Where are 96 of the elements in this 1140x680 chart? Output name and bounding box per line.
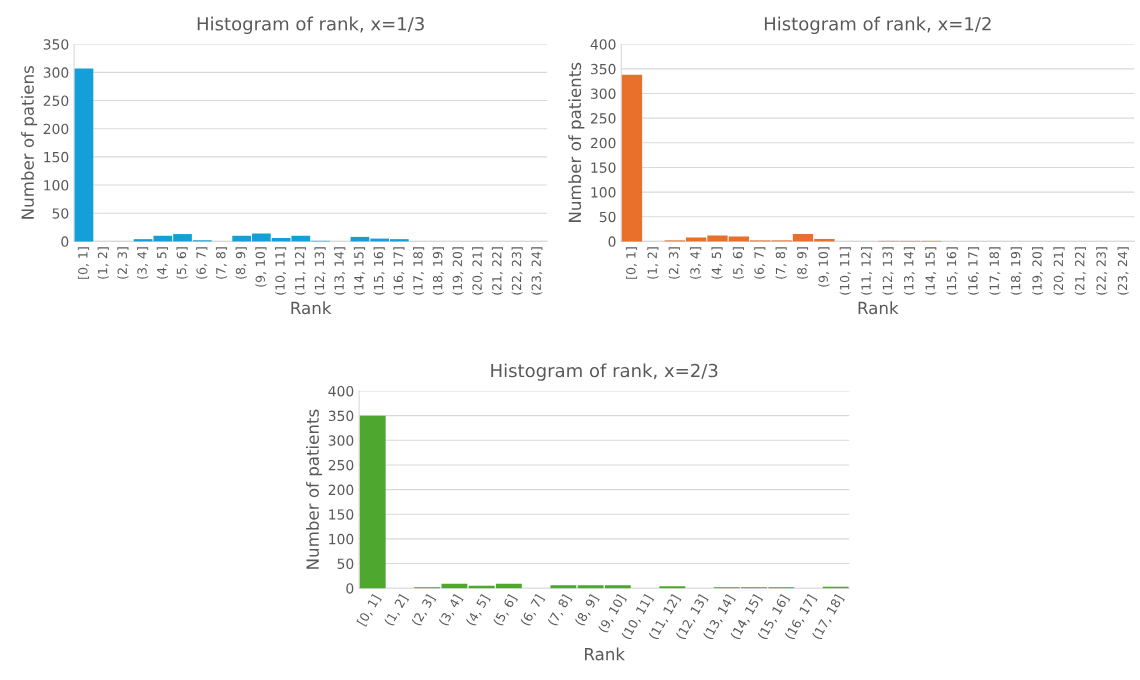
- x-tick-label: [0, 1]: [625, 247, 638, 279]
- x-axis-title: Rank: [291, 301, 332, 315]
- x-tick-label: (21, 22]: [491, 247, 504, 295]
- x-tick-label: (13, 14]: [334, 247, 346, 295]
- y-tick-label: 50: [337, 558, 354, 570]
- x-tick-label: (4, 5]: [156, 247, 168, 279]
- y-tick-label: 100: [44, 180, 69, 191]
- y-tick-label: 0: [608, 236, 616, 247]
- y-tick-label: 350: [590, 63, 616, 75]
- x-tick-label: (20, 21]: [472, 247, 484, 295]
- x-tick-label: (9, 10]: [255, 247, 267, 287]
- x-tick-label: (23, 24]: [1117, 247, 1129, 295]
- x-tick-label: (10, 11]: [275, 247, 287, 295]
- chart-title: Histogram of rank, x=1/2: [764, 16, 991, 35]
- bar: [621, 74, 643, 242]
- x-tick-label: (5, 6]: [492, 593, 518, 627]
- x-axis-title: Rank: [858, 301, 899, 315]
- x-tick-label: (2, 3]: [410, 593, 437, 627]
- y-tick-label: 100: [591, 187, 616, 198]
- x-tick-label: (8, 9]: [574, 593, 600, 627]
- x-tick-label: (11, 12]: [294, 247, 306, 295]
- chart-title: Histogram of rank, x=1/3: [197, 16, 424, 35]
- x-axis-title: Rank: [585, 647, 625, 661]
- y-tick-label: 150: [329, 509, 354, 520]
- y-tick-label: 100: [329, 533, 354, 545]
- x-tick-label: (5, 6]: [176, 247, 188, 279]
- x-tick-label: (4, 5]: [465, 593, 491, 627]
- x-tick-label: (7, 8]: [547, 593, 573, 627]
- x-tick-label: (16, 17]: [967, 247, 980, 295]
- x-tick-label: (8, 9]: [235, 247, 247, 279]
- x-tick-label: (1, 2]: [647, 247, 659, 279]
- x-tick-label: (22, 23]: [511, 247, 523, 295]
- x-tick-label: (15, 16]: [373, 247, 385, 295]
- x-tick-label: (19, 20]: [452, 247, 464, 295]
- x-tick-label: (22, 23]: [1096, 247, 1108, 295]
- x-tick-label: (7, 8]: [775, 247, 787, 279]
- y-tick-label: 0: [346, 583, 354, 594]
- y-tick-label: 300: [590, 88, 616, 99]
- y-tick-label: 250: [43, 95, 69, 107]
- x-tick-label: (17, 18]: [989, 247, 1001, 295]
- x-tick-label: (17, 18]: [413, 247, 425, 295]
- y-tick-label: 250: [328, 459, 354, 471]
- x-tick-label: (8, 9]: [796, 247, 809, 279]
- x-tick-label: (9, 10]: [818, 247, 830, 287]
- x-tick-label: (3, 4]: [438, 593, 464, 627]
- y-tick-label: 200: [43, 123, 69, 135]
- x-tick-label: (16, 17]: [393, 247, 405, 295]
- x-tick-label: (14, 15]: [925, 247, 937, 295]
- x-tick-label: (14, 15]: [353, 247, 366, 295]
- bar: [74, 68, 94, 242]
- x-tick-label: (21, 22]: [1074, 247, 1086, 295]
- y-axis-title: Number of patients: [568, 62, 585, 222]
- y-tick-label: 300: [328, 435, 354, 446]
- y-tick-label: 250: [590, 113, 616, 124]
- x-tick-label: [0, 1]: [77, 247, 90, 279]
- x-tick-label: (2, 3]: [668, 247, 680, 279]
- chart-title: Histogram of rank, x=2/3: [491, 363, 718, 381]
- y-axis-title: Number of patients: [306, 409, 323, 569]
- y-tick-label: 350: [328, 410, 354, 422]
- x-tick-label: (18, 19]: [1010, 247, 1022, 295]
- x-tick-label: (11, 12]: [861, 247, 873, 295]
- y-tick-label: 50: [52, 208, 69, 219]
- x-tick-label: (12, 13]: [882, 247, 894, 295]
- y-tick-label: 400: [590, 39, 616, 50]
- y-tick-label: 150: [44, 151, 69, 163]
- x-tick-label: [0, 1]: [356, 593, 382, 627]
- y-tick-label: 200: [328, 484, 354, 496]
- x-tick-label: (20, 21]: [1053, 247, 1065, 295]
- y-tick-label: 300: [43, 67, 69, 78]
- x-tick-label: (12, 13]: [314, 247, 326, 295]
- x-tick-label: (13, 14]: [903, 247, 915, 295]
- y-tick-label: 400: [328, 385, 354, 397]
- x-tick-label: (23, 24]: [531, 247, 543, 295]
- y-tick-label: 350: [43, 39, 69, 50]
- x-tick-label: (10, 11]: [839, 247, 851, 295]
- x-tick-label: (4, 5]: [711, 247, 723, 279]
- x-tick-label: (7, 8]: [215, 247, 228, 279]
- x-tick-label: (1, 2]: [97, 247, 109, 279]
- x-tick-label: (3, 4]: [690, 247, 702, 279]
- y-axis-title: Number of patiens: [21, 66, 38, 219]
- bar: [550, 585, 577, 589]
- y-tick-label: 200: [590, 137, 616, 149]
- x-tick-label: (6, 7]: [196, 247, 208, 279]
- x-tick-label: (18, 19]: [432, 247, 444, 295]
- x-tick-label: (6, 7]: [754, 247, 766, 279]
- y-tick-label: 150: [591, 162, 616, 173]
- bar: [359, 415, 386, 589]
- y-tick-label: 0: [61, 236, 69, 247]
- y-tick-label: 50: [599, 211, 616, 223]
- x-tick-label: (15, 16]: [946, 247, 958, 295]
- x-tick-label: (1, 2]: [383, 593, 410, 627]
- x-tick-label: (5, 6]: [732, 247, 744, 279]
- x-tick-label: (19, 20]: [1032, 247, 1044, 295]
- x-tick-label: (2, 3]: [117, 247, 129, 279]
- x-tick-label: (3, 4]: [137, 247, 149, 279]
- x-tick-label: (6, 7]: [519, 593, 546, 627]
